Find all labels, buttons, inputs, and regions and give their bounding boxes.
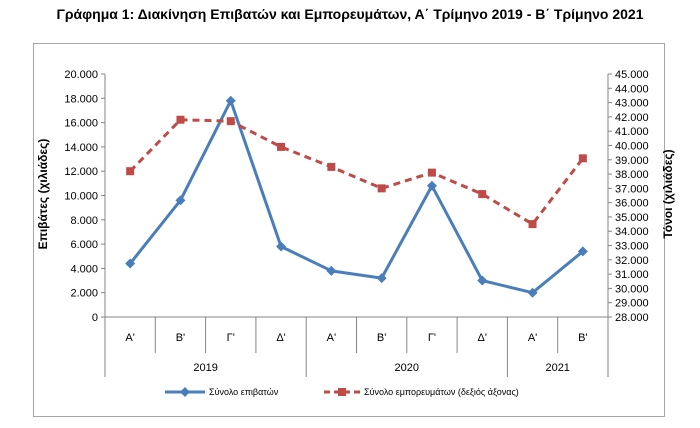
category-label: Δ' bbox=[276, 332, 285, 344]
data-point-freight bbox=[327, 162, 336, 171]
y-axis-label-left: Επιβάτες (χιλιάδες) bbox=[36, 139, 50, 250]
category-label: Α' bbox=[528, 332, 537, 344]
left-tick-label: 16.000 bbox=[64, 118, 98, 130]
data-point-freight bbox=[427, 168, 436, 177]
chart-frame bbox=[33, 43, 665, 417]
left-tick-label: 14.000 bbox=[64, 142, 98, 154]
year-labels: 2019 2020 2021 bbox=[193, 362, 570, 374]
category-label: Δ' bbox=[478, 332, 487, 344]
category-label: Α' bbox=[125, 332, 134, 344]
category-label: Α' bbox=[327, 332, 336, 344]
data-point-freight bbox=[528, 220, 537, 229]
data-point-passengers bbox=[225, 95, 236, 106]
chart-title: Γράφημα 1: Διακίνηση Επιβατών και Εμπορε… bbox=[56, 6, 644, 22]
data-point-passengers bbox=[376, 273, 387, 284]
right-tick-label: 41.000 bbox=[615, 126, 649, 138]
right-tick-label: 30.000 bbox=[615, 283, 649, 295]
right-tick-label: 39.000 bbox=[615, 155, 649, 167]
data-point-passengers bbox=[527, 287, 538, 298]
right-tick-label: 28.000 bbox=[615, 312, 649, 324]
left-tick-label: 8.000 bbox=[70, 215, 98, 227]
data-point-freight bbox=[126, 167, 135, 176]
category-label: Γ' bbox=[428, 332, 436, 344]
series-line-freight bbox=[129, 118, 585, 226]
left-tick-label: 6.000 bbox=[70, 239, 98, 251]
right-tick-label: 44.000 bbox=[615, 83, 649, 95]
left-tick-label: 20.000 bbox=[64, 69, 98, 81]
year-label: 2021 bbox=[545, 362, 569, 374]
data-point-passengers bbox=[477, 275, 488, 286]
left-tick-label: 2.000 bbox=[70, 288, 98, 300]
right-tick-label: 40.000 bbox=[615, 140, 649, 152]
right-tick-label: 31.000 bbox=[615, 269, 649, 281]
left-tick-label: 18.000 bbox=[64, 93, 98, 105]
category-label: Β' bbox=[176, 332, 185, 344]
data-point-freight bbox=[277, 142, 286, 151]
category-label: Β' bbox=[377, 332, 386, 344]
series-line-passengers bbox=[128, 99, 584, 295]
right-tick-label: 34.000 bbox=[615, 226, 649, 238]
series-group bbox=[125, 95, 588, 298]
category-label: Γ' bbox=[227, 332, 235, 344]
legend-marker-freight bbox=[338, 388, 346, 396]
data-point-passengers bbox=[125, 258, 136, 269]
right-tick-label: 37.000 bbox=[615, 183, 649, 195]
axes bbox=[104, 74, 609, 377]
data-point-freight bbox=[176, 115, 185, 124]
legend-label-passengers: Σύνολο επιβατών bbox=[209, 387, 279, 397]
right-tick-label: 43.000 bbox=[615, 98, 649, 110]
category-labels: Α' Β' Γ' Δ' Α' Β' Γ' Δ' Α' Β' bbox=[125, 332, 587, 344]
year-label: 2019 bbox=[193, 362, 217, 374]
right-tick-label: 42.000 bbox=[615, 112, 649, 124]
data-point-freight bbox=[226, 117, 235, 126]
y-axis-label-right: Τόνοι (χιλιάδες) bbox=[661, 149, 675, 238]
right-tick-label: 32.000 bbox=[615, 255, 649, 267]
data-point-passengers bbox=[276, 241, 287, 252]
left-tick-label: 12.000 bbox=[64, 166, 98, 178]
data-point-passengers bbox=[175, 195, 186, 206]
right-axis-ticks: 28.000 29.000 30.000 31.000 32.000 33.000 34.0… bbox=[608, 69, 649, 324]
data-point-freight bbox=[478, 190, 487, 199]
legend-label-freight: Σύνολο εμπορευμάτων (δεξιός άξονας) bbox=[364, 387, 519, 397]
left-tick-label: 4.000 bbox=[70, 263, 98, 275]
legend: Σύνολο επιβατών Σύνολο εμπορευμάτων (δεξ… bbox=[165, 387, 519, 397]
data-point-passengers bbox=[326, 265, 337, 276]
left-axis-ticks: 0 2.000 4.000 6.000 8.000 10.000 12.000 14.000 1… bbox=[64, 69, 105, 324]
right-tick-label: 38.000 bbox=[615, 169, 649, 181]
category-label: Β' bbox=[578, 332, 587, 344]
left-tick-label: 10.000 bbox=[64, 191, 98, 203]
right-tick-label: 35.000 bbox=[615, 212, 649, 224]
data-point-freight bbox=[377, 184, 386, 193]
right-tick-label: 36.000 bbox=[615, 198, 649, 210]
right-tick-label: 33.000 bbox=[615, 241, 649, 253]
data-point-freight bbox=[578, 154, 587, 163]
year-label: 2020 bbox=[395, 362, 419, 374]
legend-marker-passengers bbox=[180, 387, 190, 397]
right-tick-label: 29.000 bbox=[615, 298, 649, 310]
right-tick-label: 45.000 bbox=[615, 69, 649, 81]
data-point-passengers bbox=[577, 246, 588, 257]
data-point-passengers bbox=[426, 180, 437, 191]
left-tick-label: 0 bbox=[92, 312, 98, 324]
